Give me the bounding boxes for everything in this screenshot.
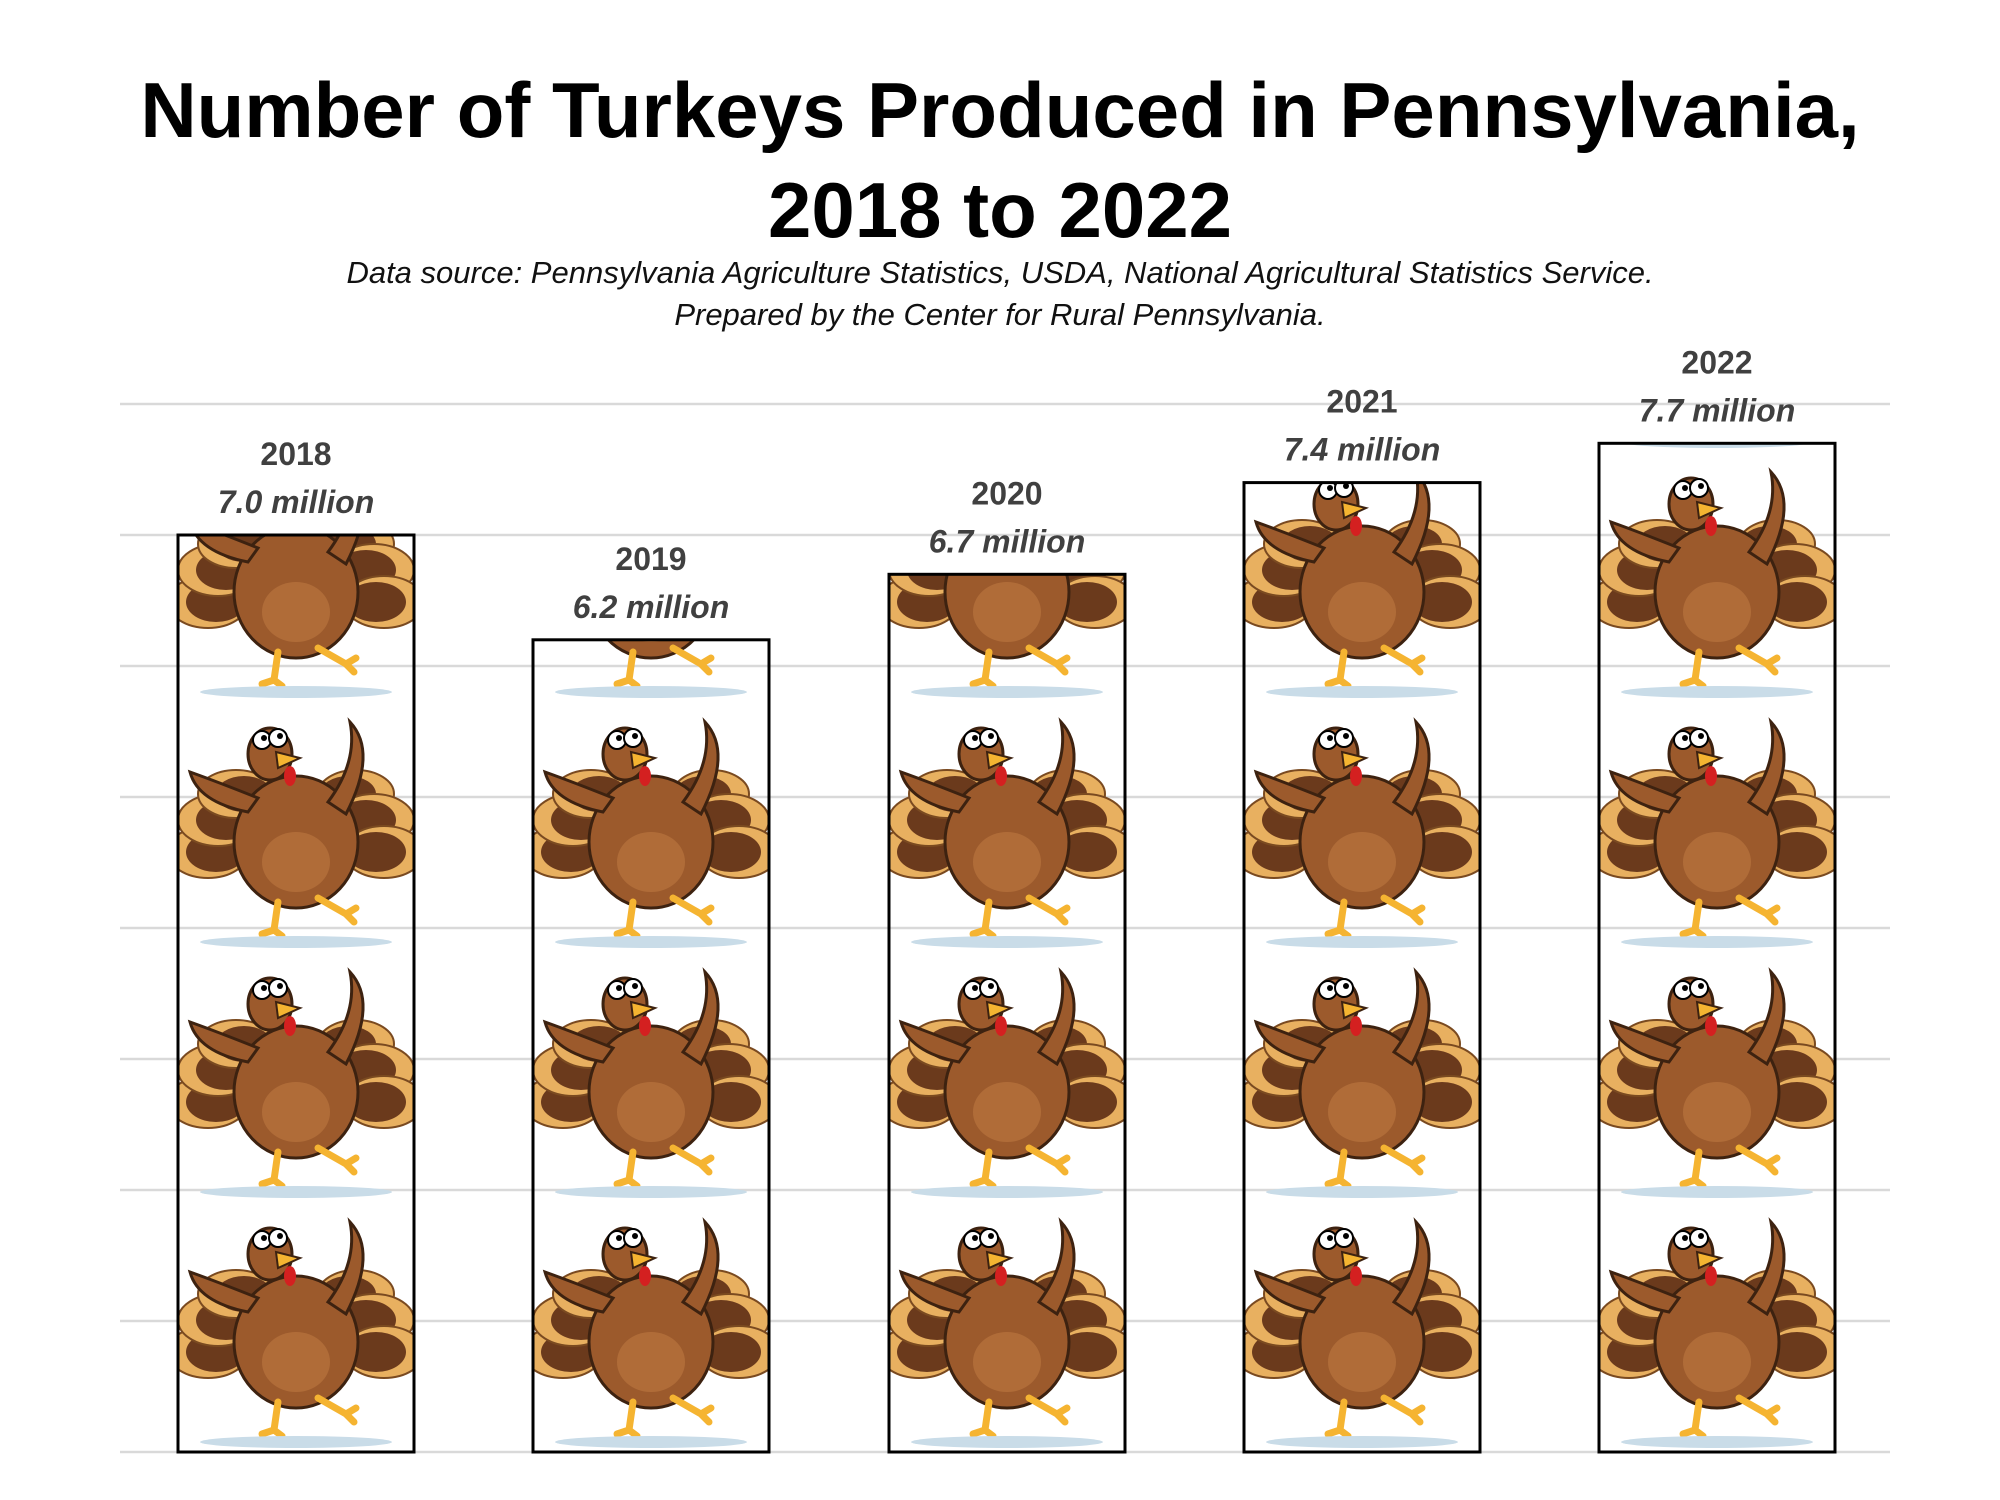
bar-labels: 2018 7.0 million 2019 6.2 million 2020 6.7 mi… bbox=[218, 344, 1795, 625]
bar-2022 bbox=[1597, 441, 1837, 1454]
value-label: 7.4 million bbox=[1284, 432, 1440, 468]
category-label: 2019 bbox=[615, 541, 686, 577]
chart-title-line-1: Number of Turkeys Produced in Pennsylvan… bbox=[140, 66, 1860, 154]
bar-2018 bbox=[176, 533, 416, 1454]
category-label: 2022 bbox=[1681, 344, 1752, 380]
value-label: 7.0 million bbox=[218, 484, 374, 520]
category-label: 2021 bbox=[1326, 384, 1397, 420]
value-label: 7.7 million bbox=[1639, 392, 1795, 428]
chart-subtitle: Data source: Pennsylvania Agriculture St… bbox=[0, 252, 2000, 336]
value-label: 6.7 million bbox=[929, 523, 1085, 559]
chart-title-line-2: 2018 to 2022 bbox=[767, 166, 1232, 254]
bars bbox=[176, 441, 1837, 1454]
bar-2020 bbox=[887, 572, 1127, 1454]
bar-2019 bbox=[531, 638, 771, 1454]
chart-subtitle-line-1: Data source: Pennsylvania Agriculture St… bbox=[346, 255, 1654, 290]
bar-2021 bbox=[1242, 481, 1482, 1454]
category-label: 2020 bbox=[971, 475, 1042, 511]
chart-title: Number of Turkeys Produced in Pennsylvan… bbox=[0, 60, 2000, 260]
value-label: 6.2 million bbox=[573, 589, 729, 625]
category-label: 2018 bbox=[260, 436, 331, 472]
chart-subtitle-line-2: Prepared by the Center for Rural Pennsyl… bbox=[674, 297, 1326, 332]
